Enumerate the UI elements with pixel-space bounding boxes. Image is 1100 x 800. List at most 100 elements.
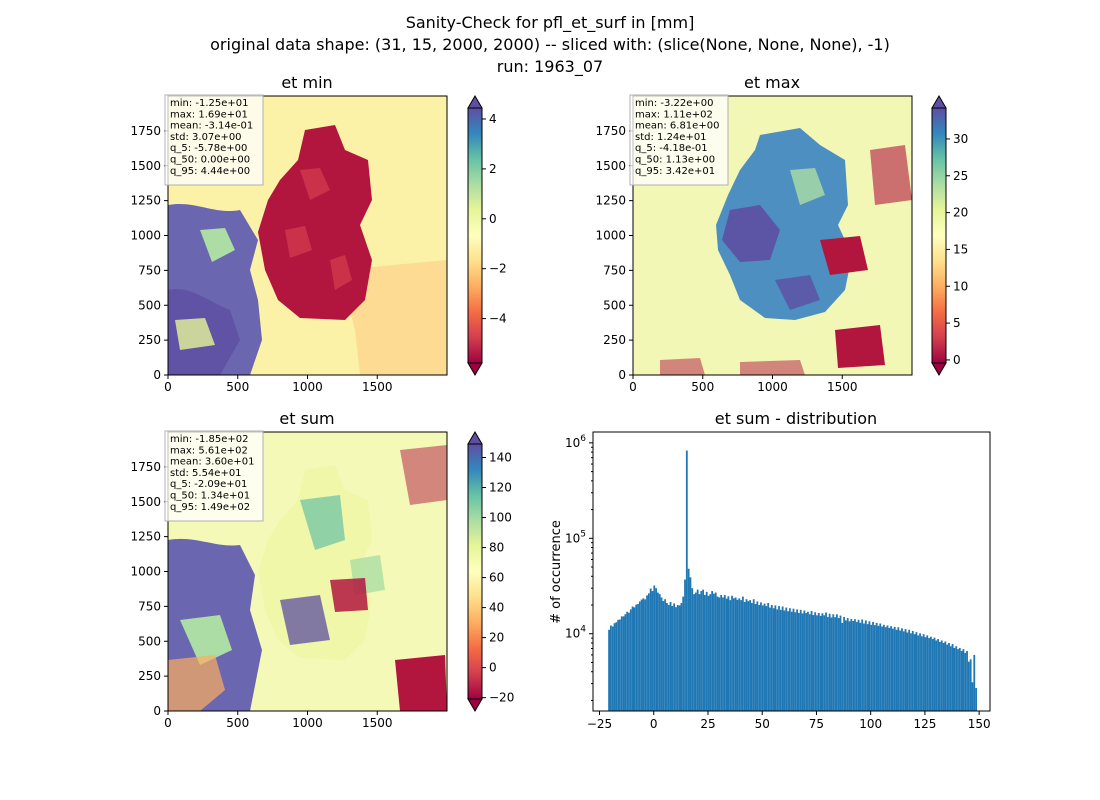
- histogram-bar: [830, 617, 833, 711]
- histogram-bar: [676, 605, 679, 711]
- histogram-bar: [747, 601, 750, 711]
- histogram-bar: [886, 625, 889, 711]
- histogram-bar: [877, 625, 880, 711]
- histogram-bar: [901, 628, 903, 711]
- histogram-bar: [785, 607, 788, 711]
- stats-line: q_95: 3.42e+01: [635, 166, 715, 177]
- y-tick-label: 1500: [130, 159, 161, 173]
- colorbar-tick-label: 80: [489, 541, 504, 555]
- histogram-bar: [740, 600, 742, 711]
- y-tick-exponent: 6: [580, 434, 586, 444]
- x-tick-label: 1000: [292, 716, 323, 730]
- y-tick-label: 0: [153, 368, 161, 382]
- histogram-bar: [893, 626, 896, 711]
- histogram-bar: [756, 601, 759, 711]
- histogram-bar: [904, 629, 907, 711]
- stats-line: q_5: -5.78e+00: [170, 143, 247, 154]
- histogram-bar: [942, 642, 945, 711]
- histogram-bar: [817, 612, 820, 711]
- histogram-bar: [850, 618, 853, 711]
- x-axis: 0 500 1000 1500: [164, 375, 393, 394]
- histogram-bar: [957, 649, 959, 711]
- histogram-bar: [812, 615, 815, 711]
- histogram-bar: [839, 615, 842, 711]
- y-axis: 0 250 500 750 1000 1250 1500 1750: [130, 124, 168, 382]
- histogram-bar: [727, 596, 730, 711]
- histogram-bar: [832, 614, 835, 711]
- histogram-bar: [805, 612, 808, 711]
- histogram-bar: [826, 616, 829, 711]
- panel-et-sum: et sum 0 500 1000 1500 02505007501000125015…: [130, 409, 514, 730]
- y-tick-label: 0: [153, 704, 161, 718]
- histogram-bar: [613, 623, 616, 711]
- histogram-bar: [888, 627, 891, 711]
- histogram-bar: [608, 629, 610, 711]
- stats-line: min: -1.85e+02: [170, 434, 249, 445]
- histogram-bar: [872, 621, 874, 711]
- histogram-bar: [765, 606, 768, 711]
- histogram-bar: [933, 637, 936, 711]
- histogram-bar: [910, 633, 912, 711]
- histogram-bar: [928, 638, 930, 711]
- y-tick-label: 1250: [130, 530, 161, 544]
- stats-line: q_95: 4.44e+00: [170, 166, 250, 177]
- colorbar-tick-label: −2: [489, 262, 507, 276]
- histogram-bar: [873, 625, 876, 711]
- histogram-bar: [749, 600, 752, 711]
- histogram-bar: [644, 599, 647, 711]
- histogram-bar: [662, 601, 665, 711]
- panel-title: et sum: [279, 409, 334, 428]
- histogram-bar: [687, 568, 690, 711]
- x-tick-label: 75: [809, 717, 824, 731]
- x-tick-label: 500: [226, 716, 249, 730]
- y-axis: 0 250 500 750 1000 1250 1500 1750: [130, 460, 168, 718]
- histogram-bar: [620, 616, 623, 711]
- histogram-bar: [922, 634, 925, 711]
- histogram-bar: [835, 614, 838, 711]
- histogram-bar: [626, 611, 629, 711]
- histogram-bar: [718, 597, 721, 711]
- histogram-bar: [854, 619, 856, 711]
- y-tick-label: 105: [565, 529, 586, 545]
- stats-line: q_5: -2.09e+01: [170, 479, 247, 490]
- histogram-bar: [897, 627, 900, 711]
- histogram-bar: [696, 589, 699, 711]
- histogram-bar: [707, 595, 710, 711]
- histogram-bar: [799, 609, 802, 711]
- y-axis-label: # of occurrence: [549, 520, 564, 624]
- histogram-bar: [828, 613, 831, 711]
- histogram-bar: [940, 640, 943, 711]
- histogram-bar: [843, 616, 846, 711]
- histogram-bar: [857, 619, 860, 711]
- histogram-bar: [691, 588, 694, 711]
- histogram-bar: [902, 631, 905, 711]
- x-tick-label: 1500: [827, 380, 858, 394]
- stats-line: std: 5.54e+01: [170, 468, 242, 479]
- stats-line: q_95: 1.49e+02: [170, 502, 250, 513]
- histogram-bar: [617, 619, 620, 711]
- histogram-bar: [848, 621, 851, 711]
- colorbar-tick-label: 2: [489, 162, 497, 176]
- histogram-bar: [890, 626, 893, 711]
- histogram-bar: [884, 627, 887, 711]
- histogram-bar: [685, 450, 688, 711]
- histogram-bar: [937, 639, 940, 711]
- histogram-bar: [881, 626, 883, 711]
- histogram-bar: [678, 605, 681, 711]
- histogram-bar: [864, 620, 867, 711]
- stats-line: q_50: 1.34e+01: [170, 491, 250, 502]
- histogram-bar: [738, 598, 741, 711]
- histogram-bar: [929, 636, 932, 711]
- histogram-bar: [638, 601, 641, 711]
- stats-text: min: -1.85e+02 max: 5.61e+02 mean: 3.60e+0…: [170, 434, 254, 513]
- stats-line: std: 3.07e+00: [170, 132, 242, 143]
- y-tick-label: 1500: [595, 159, 626, 173]
- stats-box: min: -1.85e+02 max: 5.61e+02 mean: 3.60e+0…: [164, 430, 264, 522]
- histogram-bar: [861, 619, 864, 711]
- panel-et-max: et max 0 500 1000 1500 02505007501000125015…: [595, 73, 968, 394]
- histogram-bar: [769, 607, 771, 711]
- histogram-bar: [655, 588, 657, 711]
- histogram-bar: [761, 605, 764, 711]
- panel-title: et max: [744, 73, 800, 92]
